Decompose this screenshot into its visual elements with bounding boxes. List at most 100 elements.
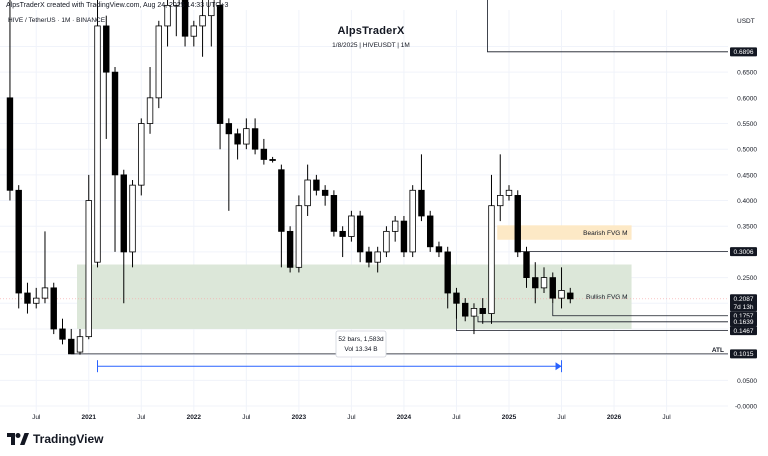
price-axis[interactable]: 0.6500 0.6000 0.5500 0.5000 0.4500 0.4000 0.35… — [730, 47, 757, 411]
symbol-line[interactable]: HIVE / TetherUS · 1M · BINANCE — [8, 17, 106, 24]
time-tick-label: Jul — [242, 414, 251, 421]
candle-body — [540, 277, 548, 289]
candle-body — [339, 230, 346, 237]
tradingview-logo-icon — [7, 433, 29, 445]
chart-title-block: AlpsTraderX 1/8/2025 | HIVEUSDT | 1M — [316, 25, 426, 49]
candle — [383, 226, 390, 258]
candle — [479, 298, 486, 324]
candle-body — [33, 297, 40, 304]
candle — [24, 282, 31, 314]
candle-body — [15, 189, 22, 294]
candle — [190, 20, 198, 47]
price-tick-label: -0.0000 — [735, 404, 757, 411]
price-level-badge — [730, 349, 757, 359]
candle — [409, 185, 416, 258]
price-tick-label: 0.6000 — [737, 95, 757, 102]
price-level-label: 0.3006 — [734, 249, 754, 256]
price-tick-label: 0.6500 — [737, 70, 757, 77]
price-level-label: 0.2087 — [734, 296, 754, 303]
fvg-zone — [497, 225, 632, 240]
candle — [304, 164, 311, 216]
candle — [15, 185, 22, 309]
candle-body — [462, 302, 469, 317]
candle-body — [208, 0, 215, 17]
candle — [173, 0, 180, 37]
candle-body — [313, 179, 320, 191]
candle-body — [488, 205, 495, 314]
candle — [68, 328, 75, 355]
fvg-zone — [77, 264, 632, 329]
candle — [365, 246, 373, 268]
candle — [400, 215, 408, 258]
time-tick-label: Jul — [32, 414, 41, 421]
level-line — [552, 303, 728, 317]
candle-body — [94, 25, 101, 263]
candle-body — [348, 215, 355, 237]
candle-body — [173, 0, 180, 6]
candle — [348, 210, 355, 242]
candle — [462, 298, 469, 322]
candle — [374, 246, 381, 273]
candle — [260, 138, 268, 165]
candle — [50, 282, 57, 335]
candle — [470, 303, 478, 335]
countdown-label: 7d 13h — [734, 304, 754, 311]
candle-body — [59, 328, 66, 340]
candle-body — [409, 189, 416, 253]
candle-body — [103, 25, 110, 73]
candle-body — [497, 195, 504, 207]
candle-body — [85, 200, 92, 338]
candle-body — [549, 277, 556, 299]
candle — [278, 164, 285, 268]
candle-body — [278, 169, 285, 232]
price-tick-label: 0.2500 — [737, 275, 757, 282]
candle-body — [243, 128, 250, 145]
time-tick-label: 2021 — [82, 414, 97, 421]
candle-body — [383, 230, 390, 253]
time-tick-label: Jul — [452, 414, 461, 421]
candle — [155, 20, 162, 109]
candle — [339, 226, 346, 258]
chart-subtitle: 1/8/2025 | HIVEUSDT | 1M — [332, 42, 410, 49]
price-level-badge — [730, 247, 757, 257]
price-level-badge — [730, 317, 757, 327]
candle-body — [505, 189, 513, 196]
range-info-volume: Vol 13.34 B — [344, 346, 377, 353]
candle-body — [435, 246, 443, 253]
atl-label: ATL — [712, 347, 724, 354]
candle — [567, 287, 574, 304]
candle-body — [41, 287, 49, 299]
candle-body — [120, 174, 127, 253]
candle-body — [155, 25, 162, 99]
price-tick-label: 0.5000 — [737, 147, 757, 154]
candlestick-series[interactable] — [6, 0, 574, 355]
candle-body — [181, 0, 189, 37]
candle — [33, 287, 40, 309]
candle — [514, 190, 521, 258]
candle — [138, 118, 145, 196]
candle — [216, 0, 224, 150]
candle-body — [199, 15, 206, 27]
candle — [523, 246, 530, 288]
time-tick-label: Jul — [662, 414, 671, 421]
candle — [435, 241, 443, 258]
candle — [549, 272, 556, 304]
candle — [243, 118, 250, 150]
candle-body — [190, 25, 198, 37]
time-tick-label: 2022 — [187, 414, 202, 421]
price-level-label: 0.1015 — [734, 351, 754, 358]
candle-body — [391, 220, 399, 232]
time-axis[interactable]: Jul 2021 Jul 2022 Jul 2023 Jul 2024 Jul 2025 Jul 20… — [32, 414, 671, 421]
fvg-zone-label: Bullish FVG M — [586, 294, 628, 301]
candle-body — [304, 179, 311, 207]
candle — [356, 210, 364, 263]
candle-body — [567, 292, 574, 300]
candle-body — [76, 336, 84, 353]
candle-body — [164, 4, 171, 27]
candle — [269, 156, 276, 163]
candle-body — [558, 290, 565, 299]
price-tick-label: 0.3500 — [737, 224, 757, 231]
logo-text: TradingView — [33, 432, 104, 446]
tradingview-logo[interactable]: TradingView — [7, 432, 103, 446]
